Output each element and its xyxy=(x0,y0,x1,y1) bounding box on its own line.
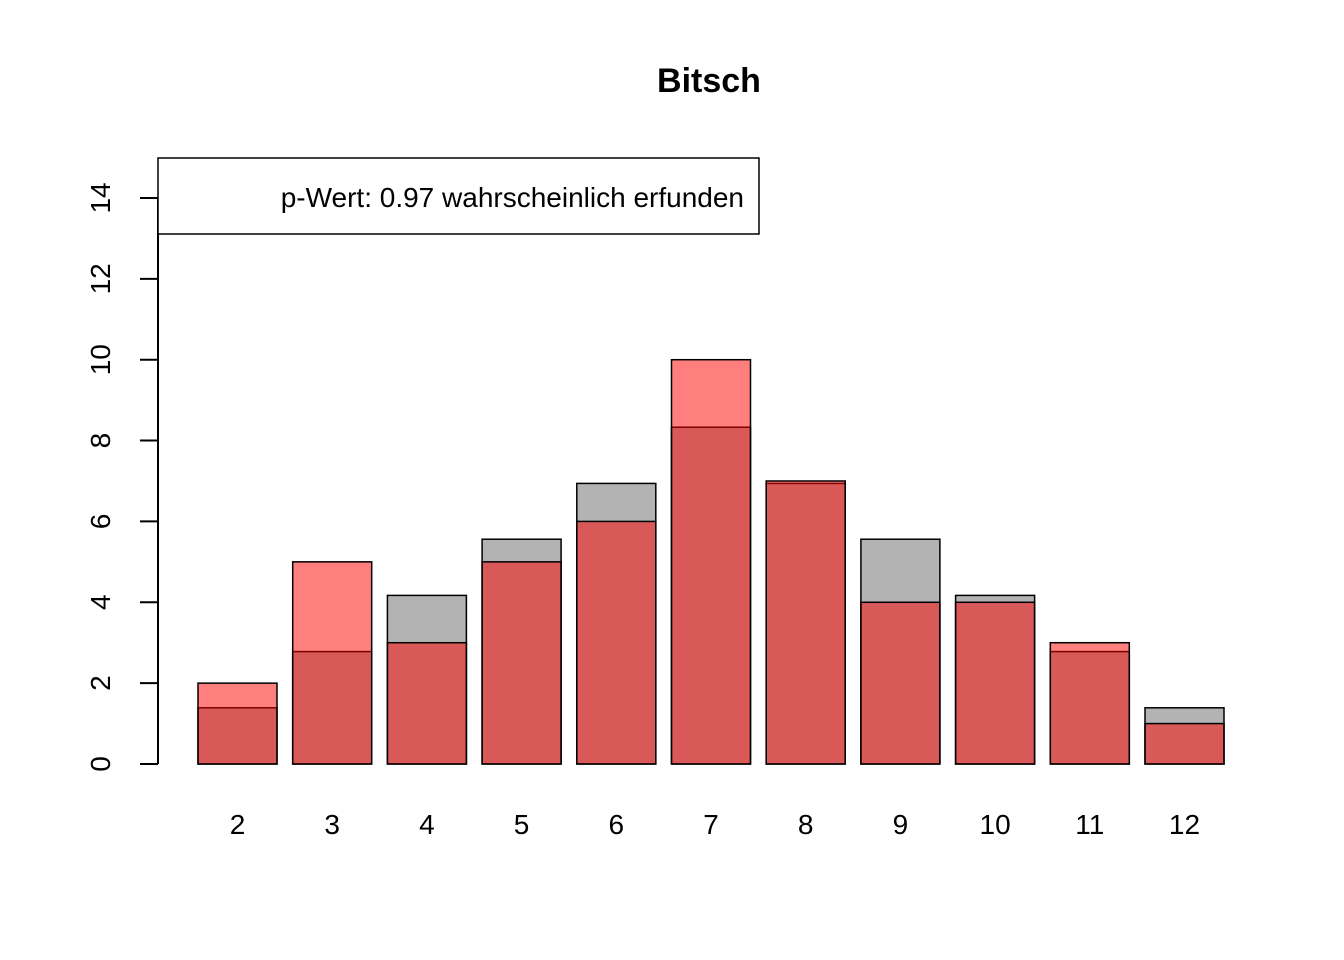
observed-bar-11 xyxy=(1049,641,1131,765)
legend: p-Wert: 0.97 wahrscheinlich erfunden xyxy=(157,157,760,235)
x-tick-label-11: 11 xyxy=(1075,809,1104,840)
y-tick-label-2: 2 xyxy=(85,675,116,691)
observed-bar-5 xyxy=(481,561,562,765)
x-tick-label-10: 10 xyxy=(980,809,1011,840)
y-tick-label-0: 0 xyxy=(85,756,116,772)
observed-bar-4 xyxy=(386,641,468,765)
observed-bar-7 xyxy=(670,358,752,765)
x-tick-label-5: 5 xyxy=(514,809,530,840)
x-tick-label-4: 4 xyxy=(419,809,435,840)
y-tick-label-14: 14 xyxy=(85,182,116,213)
x-tick-label-6: 6 xyxy=(609,809,625,840)
y-tick-label-4: 4 xyxy=(85,594,116,610)
y-axis-ticks: 0 2 4 6 8 10 12 14 xyxy=(85,182,158,772)
x-tick-label-7: 7 xyxy=(703,809,719,840)
y-tick-label-8: 8 xyxy=(85,433,116,449)
x-tick-label-3: 3 xyxy=(324,809,340,840)
chart-title: Bitsch xyxy=(657,62,761,100)
y-tick-label-10: 10 xyxy=(85,344,116,375)
observed-bar-6 xyxy=(576,520,657,765)
y-tick-label-6: 6 xyxy=(85,514,116,530)
x-tick-label-2: 2 xyxy=(230,809,246,840)
observed-bar-3 xyxy=(291,561,373,765)
y-tick-label-12: 12 xyxy=(85,263,116,294)
observed-bar-10 xyxy=(954,601,1036,765)
legend-box xyxy=(157,157,760,235)
observed-bar-8 xyxy=(765,480,846,765)
observed-bar-2 xyxy=(197,682,278,765)
observed-bars xyxy=(197,358,1225,765)
observed-bar-9 xyxy=(860,601,941,765)
x-tick-label-9: 9 xyxy=(893,809,909,840)
x-axis-labels: 2 3 4 5 6 7 8 9 10 11 12 xyxy=(230,809,1200,840)
x-tick-label-12: 12 xyxy=(1169,809,1200,840)
x-tick-label-8: 8 xyxy=(798,809,814,840)
legend-text: p-Wert: 0.97 wahrscheinlich erfunden xyxy=(281,182,744,213)
observed-bar-12 xyxy=(1144,722,1225,765)
